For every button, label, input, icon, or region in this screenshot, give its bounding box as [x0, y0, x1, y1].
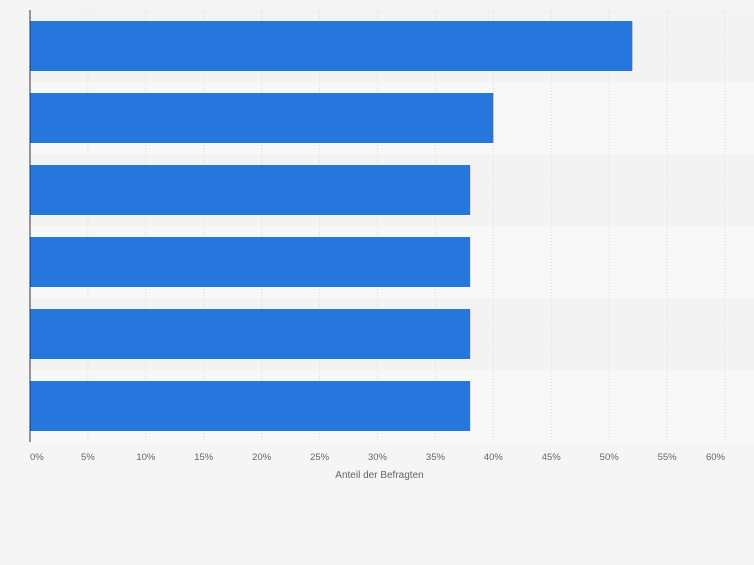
bar[interactable] [30, 381, 471, 431]
bar[interactable] [30, 237, 471, 287]
x-tick-label: 55% [658, 452, 678, 463]
x-tick-label: 60% [706, 452, 726, 463]
x-tick-label: 0% [30, 452, 44, 463]
x-tick-label: 25% [310, 452, 330, 463]
x-tick-label: 40% [484, 452, 504, 463]
x-tick-label: 10% [136, 452, 156, 463]
x-tick-label: 20% [252, 452, 272, 463]
bar[interactable] [30, 93, 494, 143]
bar[interactable] [30, 309, 471, 359]
x-tick-label: 5% [81, 452, 95, 463]
x-tick-label: 35% [426, 452, 446, 463]
x-tick-label: 30% [368, 452, 388, 463]
x-tick-label: 50% [600, 452, 620, 463]
bar[interactable] [30, 165, 471, 215]
x-tick-labels: 0% 5% 10% 15% 20% 25% 30% 35% 40% 45% 50% 55% 60% [30, 452, 726, 463]
row-bands [30, 10, 754, 442]
x-axis-label: Anteil der Befragten [335, 470, 423, 481]
x-tick-label: 15% [194, 452, 214, 463]
gridlines [87, 10, 726, 442]
bars [30, 21, 633, 431]
bar[interactable] [30, 21, 633, 71]
x-tick-label: 45% [542, 452, 562, 463]
